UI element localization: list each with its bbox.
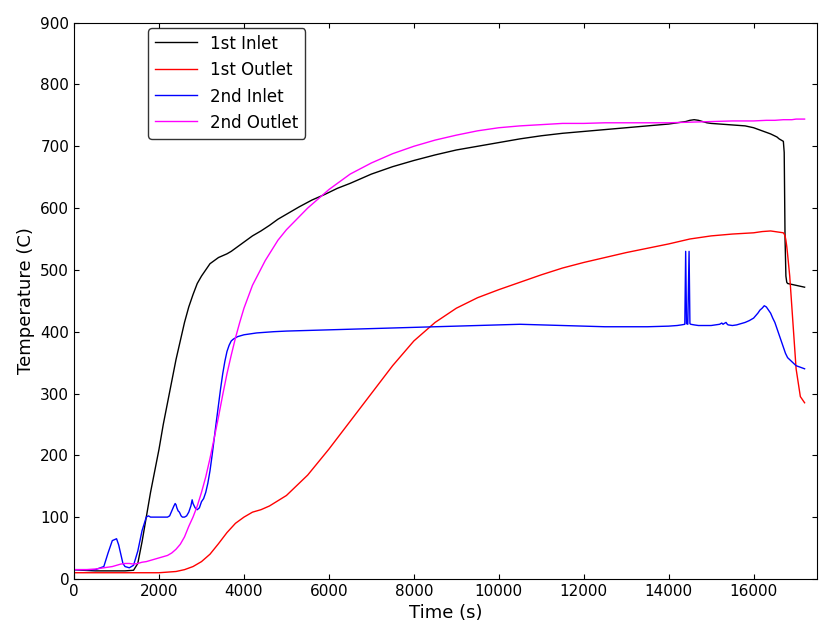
X-axis label: Time (s): Time (s): [409, 604, 482, 622]
1st Outlet: [239, 513, 249, 521]
1st Inlet: [600, 126, 610, 134]
2nd Inlet: [69, 566, 79, 573]
1st Inlet: [702, 119, 712, 127]
2nd Inlet: [193, 506, 203, 514]
1st Outlet: [781, 236, 791, 244]
1st Inlet: [473, 142, 483, 150]
2nd Outlet: [727, 117, 737, 125]
2nd Outlet: [791, 115, 801, 123]
1st Outlet: [800, 399, 810, 406]
1st Outlet: [69, 569, 79, 576]
2nd Outlet: [158, 553, 168, 560]
2nd Inlet: [681, 247, 691, 255]
2nd Inlet: [124, 564, 134, 572]
1st Inlet: [800, 283, 810, 291]
Line: 2nd Inlet: 2nd Inlet: [74, 251, 805, 569]
Line: 1st Inlet: 1st Inlet: [74, 119, 805, 571]
Legend: 1st Inlet, 1st Outlet, 2nd Inlet, 2nd Outlet: 1st Inlet, 1st Outlet, 2nd Inlet, 2nd Ou…: [148, 28, 305, 139]
1st Outlet: [685, 235, 695, 243]
1st Inlet: [749, 124, 759, 132]
1st Outlet: [766, 227, 776, 235]
2nd Inlet: [201, 489, 211, 497]
1st Outlet: [230, 520, 240, 527]
Line: 1st Outlet: 1st Outlet: [74, 231, 805, 573]
2nd Outlet: [69, 566, 79, 573]
2nd Outlet: [154, 554, 164, 562]
2nd Outlet: [281, 226, 291, 233]
1st Inlet: [774, 135, 784, 142]
1st Inlet: [779, 149, 789, 157]
Y-axis label: Temperature (C): Temperature (C): [17, 227, 35, 374]
1st Inlet: [69, 566, 79, 573]
Line: 2nd Outlet: 2nd Outlet: [74, 119, 805, 569]
2nd Outlet: [800, 115, 810, 123]
2nd Outlet: [273, 236, 283, 244]
2nd Inlet: [800, 365, 810, 373]
1st Inlet: [90, 567, 100, 574]
2nd Outlet: [209, 434, 219, 442]
2nd Inlet: [721, 319, 731, 327]
1st Inlet: [689, 116, 699, 123]
2nd Inlet: [143, 512, 153, 520]
2nd Inlet: [722, 320, 732, 328]
1st Outlet: [791, 365, 801, 373]
1st Outlet: [757, 227, 767, 235]
